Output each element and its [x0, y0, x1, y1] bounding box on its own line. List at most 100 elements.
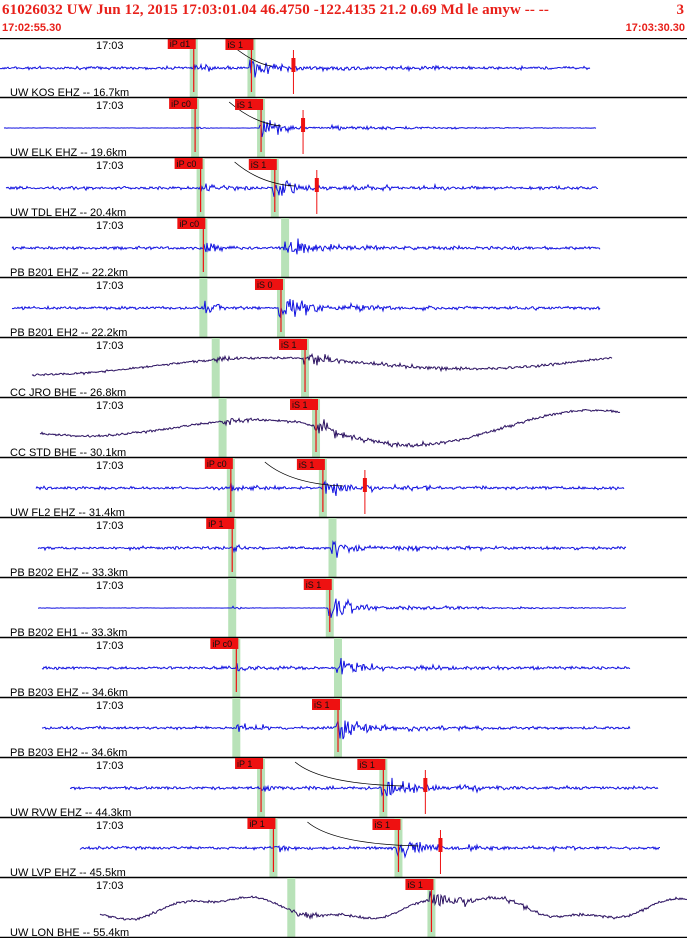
trace-row[interactable]: iS 1 17:03 CC STD BHE -- 30.1km	[0, 398, 687, 459]
s-pick-tag: iS 1	[359, 760, 375, 770]
window-end-time: 17:03:30.30	[625, 22, 685, 34]
p-pick-tag: iP c0	[179, 219, 199, 229]
waveform-line	[37, 540, 627, 558]
trace-station-label: UW RVW EHZ -- 44.3km	[10, 807, 131, 819]
coda-marker-box	[301, 118, 306, 132]
waveform-line	[41, 657, 631, 675]
trace-station-label: UW KOS EHZ -- 16.7km	[10, 87, 129, 99]
s-pick-tag-box[interactable]	[225, 39, 254, 50]
s-pick-tag: iS 1	[299, 460, 315, 470]
s-pick-tag: iS 0	[257, 280, 273, 290]
trace-station-label: PB B201 EH2 -- 22.2km	[10, 327, 127, 339]
trace-row[interactable]: iS 0 17:03 PB B201 EH2 -- 22.2km	[0, 278, 687, 339]
trace-row[interactable]: iP d1 iS 1 17:03 UW KOS EHZ -- 16.7km	[0, 38, 687, 99]
p-pick-tag-box[interactable]	[167, 38, 196, 49]
s-pick-tag: iS 1	[306, 580, 322, 590]
s-pick-tag-box[interactable]	[290, 399, 319, 410]
p-pick-tag-box[interactable]	[177, 218, 206, 229]
p-pick-tag-box[interactable]	[210, 638, 239, 649]
p-pick-tag-box[interactable]	[169, 98, 198, 109]
trace-time-label: 17:03	[96, 220, 124, 232]
trace-time-label: 17:03	[96, 100, 124, 112]
trace-row[interactable]: iS 1 17:03 CC JRO BHE -- 26.8km	[0, 338, 687, 399]
s-pick-tag: iS 1	[227, 40, 243, 50]
trace-station-label: UW ELK EHZ -- 19.6km	[10, 147, 127, 159]
p-pick-tag: iP 1	[237, 759, 252, 769]
trace-time-label: 17:03	[96, 880, 124, 892]
waveform-line	[99, 891, 687, 921]
coda-marker-box	[291, 58, 296, 72]
p-pick-tag-box[interactable]	[247, 818, 276, 829]
trace-row[interactable]: iP c0 iS 1 17:03 UW ELK EHZ -- 19.6km	[0, 98, 687, 159]
p-pick-tag: iP 1	[249, 819, 264, 829]
waveform-line	[11, 298, 601, 319]
trace-station-label: PB B203 EH2 -- 34.6km	[10, 747, 127, 759]
travel-curve	[234, 161, 295, 187]
trace-station-label: UW FL2 EHZ -- 31.4km	[10, 507, 125, 519]
trace-row[interactable]: iS 1 17:03 PB B203 EH2 -- 34.6km	[0, 698, 687, 759]
window-start-time: 17:02:55.30	[2, 22, 62, 34]
event-title: 61026032 UW Jun 12, 2015 17:03:01.04 46.…	[2, 2, 549, 18]
p-pick-tag-box[interactable]	[204, 458, 233, 469]
travel-curve	[307, 821, 419, 847]
trace-row[interactable]: iP c0 iS 1 17:03 UW TDL EHZ -- 20.4km	[0, 158, 687, 219]
trace-time-label: 17:03	[96, 640, 124, 652]
waveform-line	[79, 841, 660, 859]
s-pick-tag-box[interactable]	[312, 699, 341, 710]
trace-row[interactable]: iP c0 iS 1 17:03 UW FL2 EHZ -- 31.4km	[0, 458, 687, 519]
trace-row[interactable]: iS 1 17:03 UW LON BHE -- 55.4km	[0, 878, 687, 938]
trace-row[interactable]: iP c0 17:03 PB B201 EHZ -- 22.2km	[0, 218, 687, 279]
trace-station-label: PB B203 EHZ -- 34.6km	[10, 687, 128, 699]
waveform-line	[41, 719, 631, 740]
coda-marker-box	[314, 178, 319, 192]
s-pick-tag-box[interactable]	[303, 579, 332, 590]
s-pick-tag: iS 1	[251, 160, 267, 170]
trace-row[interactable]: iP 1 iS 1 17:03 UW LVP EHZ -- 45.5km	[0, 818, 687, 879]
trace-row[interactable]: iP 1 17:03 PB B202 EHZ -- 33.3km	[0, 518, 687, 579]
s-pick-tag-box[interactable]	[254, 279, 283, 290]
p-window-band	[211, 338, 220, 398]
waveform-line	[38, 598, 627, 618]
header-bar: 61026032 UW Jun 12, 2015 17:03:01.04 46.…	[0, 0, 687, 38]
trace-time-label: 17:03	[96, 760, 124, 772]
p-pick-tag-box[interactable]	[206, 518, 235, 529]
p-pick-tag: iP c0	[212, 639, 232, 649]
s-pick-tag-box[interactable]	[279, 339, 308, 350]
s-pick-tag-box[interactable]	[235, 99, 264, 110]
trace-time-label: 17:03	[96, 460, 124, 472]
coda-marker-box	[362, 478, 367, 492]
trace-station-label: CC JRO BHE -- 26.8km	[10, 387, 126, 399]
trace-time-label: 17:03	[96, 280, 124, 292]
waveform-line	[3, 120, 597, 138]
trace-time-label: 17:03	[96, 160, 124, 172]
s-pick-tag: iS 1	[281, 340, 297, 350]
coda-marker-box	[438, 838, 443, 852]
trace-time-label: 17:03	[96, 820, 124, 832]
p-pick-tag: iP c0	[177, 159, 197, 169]
s-pick-tag-box[interactable]	[405, 879, 434, 890]
trace-row[interactable]: iS 1 17:03 PB B202 EH1 -- 33.3km	[0, 578, 687, 639]
p-pick-tag: iP c0	[171, 99, 191, 109]
p-pick-tag-box[interactable]	[174, 158, 203, 169]
s-pick-tag-box[interactable]	[296, 459, 325, 470]
waveform-line	[5, 179, 599, 197]
trace-station-label: PB B201 EHZ -- 22.2km	[10, 267, 128, 279]
waveform-line	[69, 777, 659, 797]
waveform-line	[31, 353, 613, 377]
trace-row[interactable]: iP c0 17:03 PB B203 EHZ -- 34.6km	[0, 638, 687, 699]
p-pick-tag-box[interactable]	[235, 758, 264, 769]
trace-station-label: UW LON BHE -- 55.4km	[10, 927, 129, 938]
s-pick-tag-box[interactable]	[372, 819, 401, 830]
p-pick-tag: iP c0	[207, 459, 227, 469]
p-window-band	[218, 398, 227, 458]
s-pick-tag: iS 1	[407, 880, 423, 890]
s-pick-tag-box[interactable]	[357, 759, 386, 770]
trace-station-label: PB B202 EHZ -- 33.3km	[10, 567, 128, 579]
s-pick-tag-box[interactable]	[248, 159, 277, 170]
s-pick-tag: iS 1	[237, 100, 253, 110]
coda-marker-box	[423, 778, 428, 792]
trace-time-label: 17:03	[96, 40, 124, 52]
trace-row[interactable]: iP 1 iS 1 17:03 UW RVW EHZ -- 44.3km	[0, 758, 687, 819]
trace-time-label: 17:03	[96, 700, 124, 712]
